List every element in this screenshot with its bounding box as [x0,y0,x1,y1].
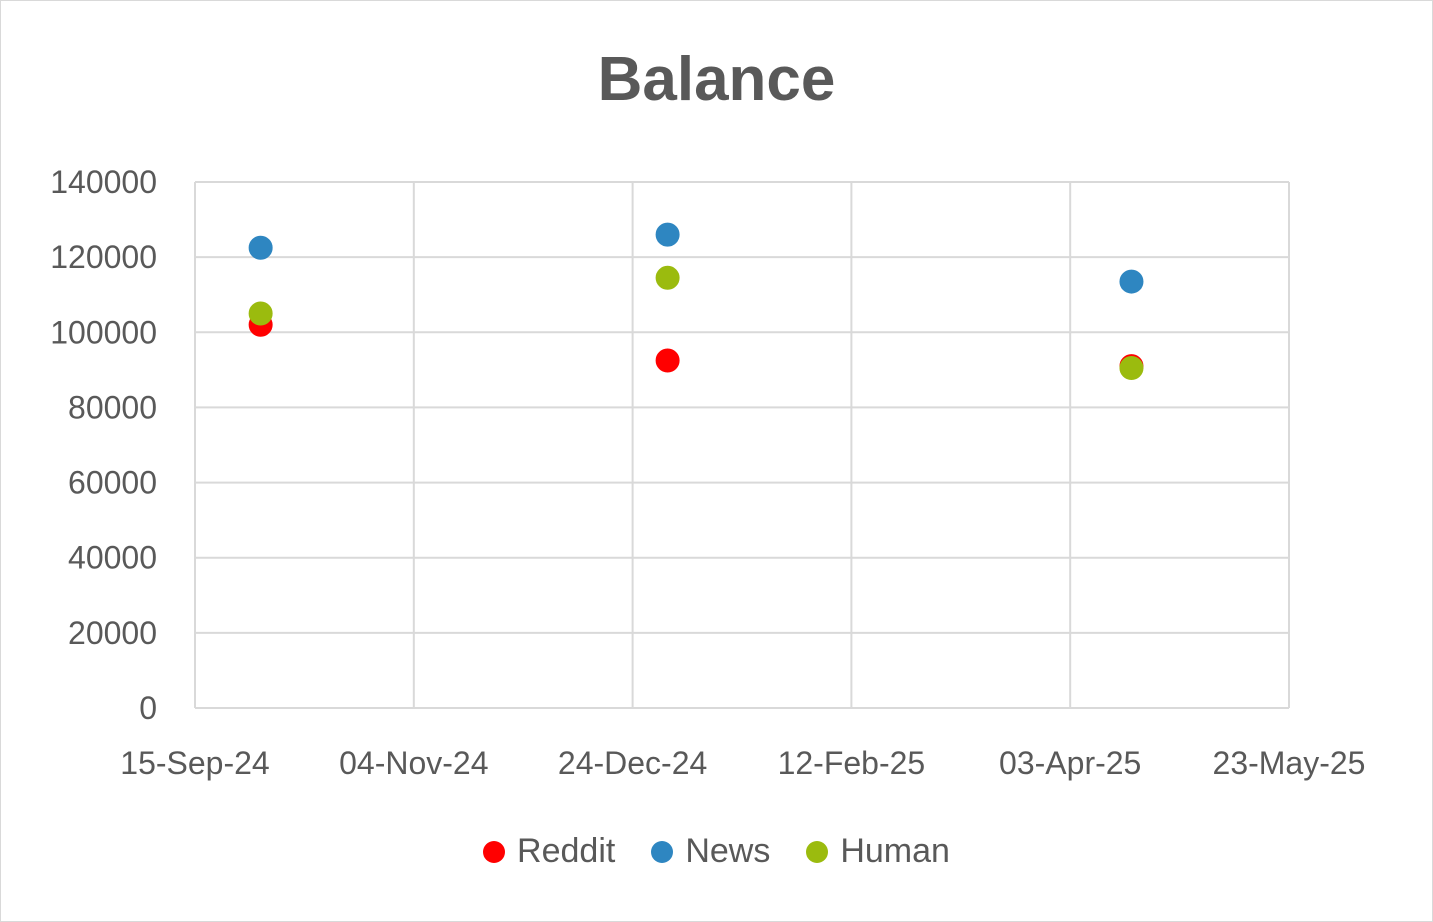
data-point-reddit [655,348,680,373]
y-tick-label: 20000 [68,615,157,651]
legend-label: Human [840,832,950,870]
x-tick-label: 12-Feb-25 [778,745,926,781]
legend: Reddit News Human [0,832,1433,871]
y-tick-label: 140000 [50,164,157,200]
legend-label: News [685,832,771,870]
data-point-news [248,235,273,260]
y-tick-label: 0 [139,690,157,726]
x-tick-label: 03-Apr-25 [999,745,1141,781]
data-point-human [1119,355,1144,380]
y-tick-label: 120000 [50,239,157,275]
legend-marker [651,840,674,863]
y-tick-label: 40000 [68,540,157,576]
y-tick-label: 100000 [50,314,157,350]
data-point-news [655,222,680,247]
legend-marker [483,840,506,863]
data-point-human [248,301,273,326]
y-tick-label: 80000 [68,389,157,425]
y-tick-label: 60000 [68,465,157,501]
legend-marker [806,840,829,863]
x-tick-label: 15-Sep-24 [120,745,269,781]
x-tick-label: 04-Nov-24 [339,745,488,781]
chart-title: Balance [597,45,836,114]
legend-label: Reddit [517,832,616,870]
legend-item-human: Human [806,832,950,871]
data-point-human [655,265,680,290]
data-point-news [1119,269,1144,294]
x-tick-label: 23-May-25 [1213,745,1366,781]
x-tick-label: 24-Dec-24 [558,745,707,781]
legend-item-news: News [651,832,770,871]
legend-item-reddit: Reddit [483,832,615,871]
